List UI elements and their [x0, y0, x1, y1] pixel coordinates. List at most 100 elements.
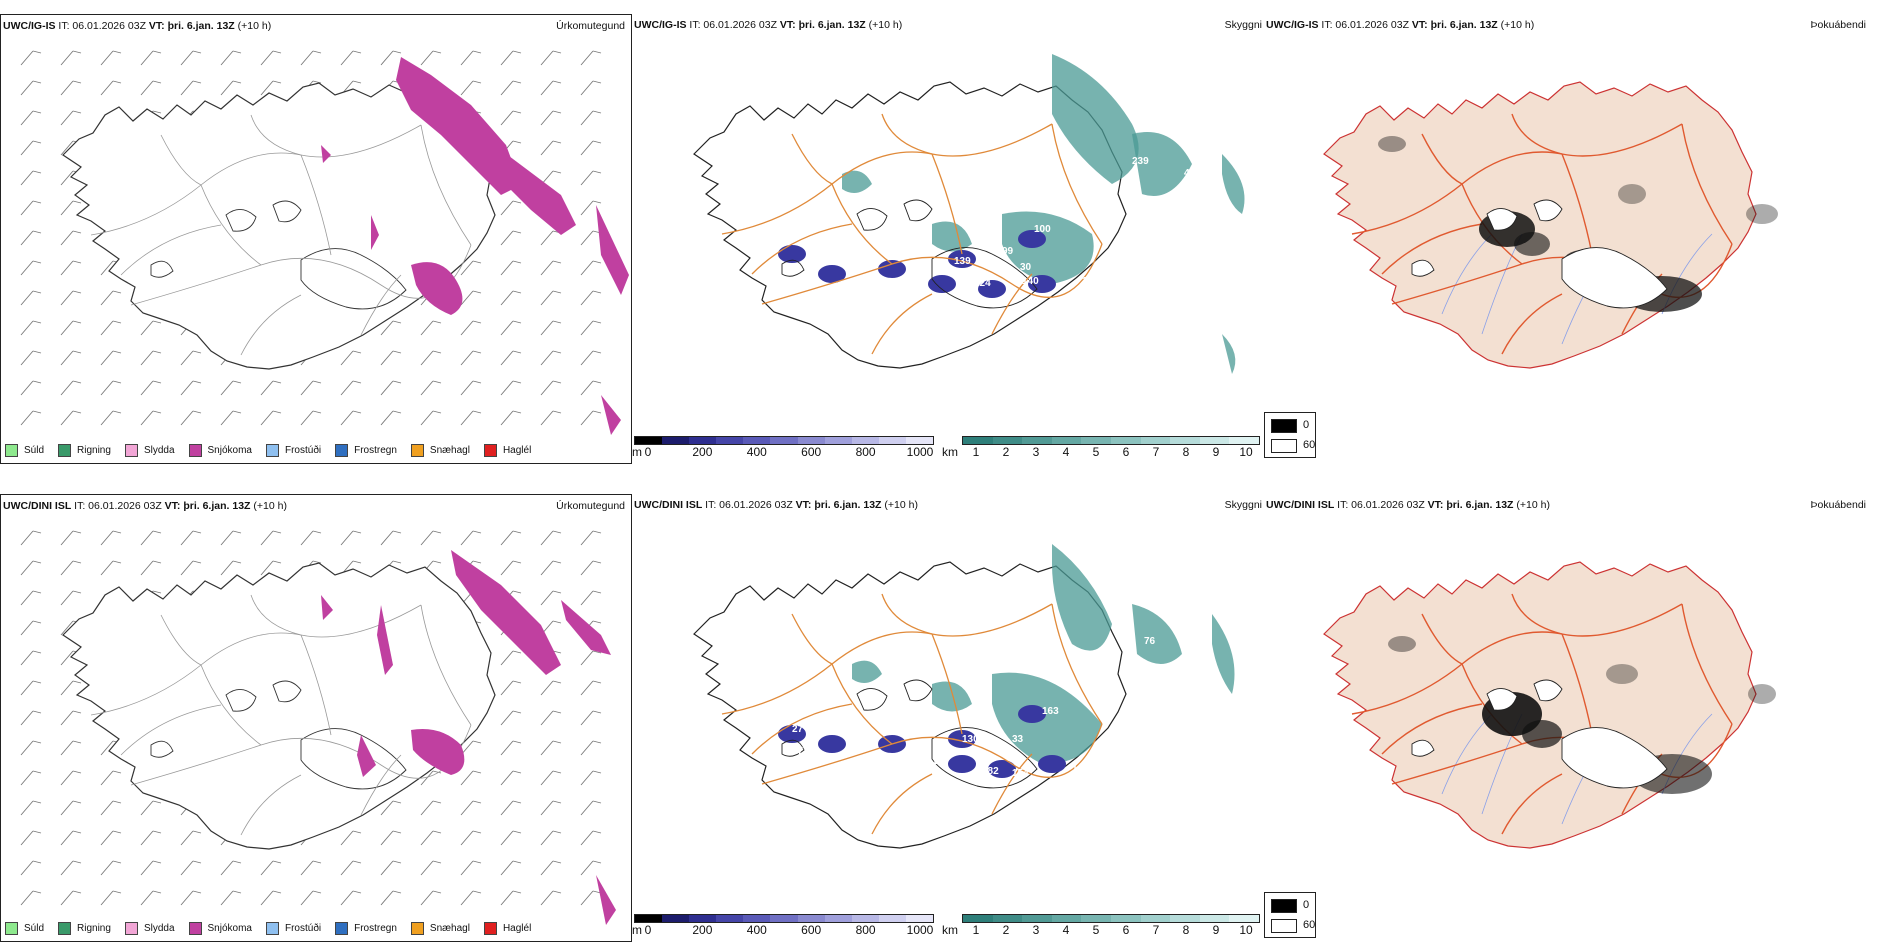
scale-tick: 600	[801, 923, 822, 937]
scale-segment	[1170, 437, 1200, 444]
scale-segment	[743, 437, 771, 444]
scale-segment	[824, 915, 852, 922]
base-scale-unit: m	[632, 445, 642, 459]
road-network	[721, 113, 1103, 355]
scale-segment	[878, 437, 906, 444]
legend-item: Súld	[5, 922, 44, 935]
glacier-outline	[300, 728, 407, 790]
scale-segment	[635, 915, 663, 922]
scale-tick: 4	[1062, 923, 1070, 937]
scale-tick: 600	[801, 445, 822, 459]
scale-segment	[1022, 915, 1052, 922]
cloud-base-area	[1028, 275, 1056, 293]
legend-label: Rigning	[77, 923, 111, 934]
low-visibility-area	[852, 660, 882, 683]
precip-map	[20, 530, 616, 925]
panel-header: UWC/DINI ISL IT: 06.01.2026 03Z VT: þri.…	[634, 499, 918, 511]
scale-tick: 1000	[906, 923, 934, 937]
snow-patch	[561, 600, 611, 655]
glacier-outline	[781, 259, 805, 277]
fog-map	[1323, 561, 1776, 849]
legend-swatch	[58, 444, 72, 457]
scale-tick: 8	[1182, 445, 1190, 459]
scale-tick: 10	[1239, 923, 1253, 937]
scale-segment	[743, 915, 771, 922]
model-name: UWC/IG-IS	[1266, 19, 1319, 31]
legend-label: Snæhagl	[429, 923, 470, 934]
cloud-map: 76 29 40 100 139 99 30 224 140 125 239 413 327	[693, 54, 1245, 374]
legend-label: Frostregn	[354, 445, 397, 456]
cloud-base-area	[978, 280, 1006, 298]
scale-segment	[770, 437, 798, 444]
fog-panel-top: UWC/IG-IS IT: 06.01.2026 03Z VT: þri. 6.…	[1262, 14, 1900, 464]
lead-time: (+10 h)	[884, 499, 918, 511]
fog-patch	[1388, 636, 1416, 652]
scale-tick: 0	[644, 445, 652, 459]
cloud-base-label: 224	[974, 278, 991, 289]
legend-item: Frostregn	[335, 922, 397, 935]
low-visibility-area	[1132, 604, 1182, 664]
glacier-outline	[1486, 208, 1518, 231]
scale-tick: 8	[1182, 923, 1190, 937]
scale-segment	[662, 437, 690, 444]
cloud-base-label: 239	[1132, 156, 1149, 167]
scale-segment	[797, 915, 825, 922]
scale-segment	[1199, 437, 1230, 444]
panel-header: UWC/IG-IS IT: 06.01.2026 03Z VT: þri. 6.…	[3, 20, 271, 32]
cloud-base-label: 100	[1034, 224, 1051, 235]
glacier-outline	[781, 739, 805, 757]
legend-item: Rigning	[58, 922, 111, 935]
vis-scale-bar	[962, 914, 1260, 923]
snow-patch	[411, 262, 463, 315]
base-scale-bar	[634, 914, 934, 923]
panel-header: UWC/IG-IS IT: 06.01.2026 03Z VT: þri. 6.…	[1266, 19, 1534, 31]
init-time: IT: 06.01.2026 03Z	[1337, 499, 1425, 511]
cloud-base-area	[818, 265, 846, 283]
snow-patch	[596, 205, 629, 295]
fog-patch	[1748, 684, 1776, 704]
low-visibility-area	[1052, 544, 1112, 651]
glacier-outline	[856, 208, 888, 231]
road-network	[90, 594, 472, 836]
scale-tick: 5	[1092, 445, 1100, 459]
scale-tick: 1	[972, 923, 980, 937]
fog-legend-swatch	[1271, 899, 1297, 913]
legend-swatch	[188, 922, 202, 935]
base-scale-unit: m	[632, 923, 642, 937]
legend-label: Haglél	[502, 923, 532, 934]
lead-time: (+10 h)	[1516, 499, 1550, 511]
fog-legend-top: 0 60	[1264, 412, 1316, 458]
valid-time: VT: þri. 6.jan. 13Z	[164, 500, 251, 512]
vis-scale-top: km 1 2 3 4 5 6 7 8 9 10	[942, 436, 1262, 466]
scale-segment	[963, 437, 993, 444]
panel-title: Skyggni	[1224, 499, 1262, 511]
init-time: IT: 06.01.2026 03Z	[689, 19, 777, 31]
legend-item: Haglél	[483, 444, 531, 457]
scale-tick: 800	[855, 923, 876, 937]
fog-patch	[1606, 664, 1638, 684]
glacier-outline	[1533, 199, 1563, 222]
legend-swatch	[410, 922, 424, 935]
precip-panel-top: UWC/IG-IS IT: 06.01.2026 03Z VT: þri. 6.…	[0, 14, 632, 464]
cloud-base-area	[1038, 755, 1066, 773]
scale-segment	[1170, 915, 1200, 922]
scale-segment	[992, 915, 1023, 922]
scale-tick: 3	[1032, 445, 1040, 459]
base-scale-bottom: m 0 200 400 600 800 1000	[632, 914, 937, 944]
snow-patch	[601, 395, 621, 435]
scale-tick: 5	[1092, 923, 1100, 937]
panel-title: Þokuábendi	[1810, 499, 1866, 511]
scale-segment	[851, 437, 879, 444]
cloud-base-label: 76	[1144, 636, 1156, 647]
legend-label: Rigning	[77, 445, 111, 456]
glacier-outline	[272, 200, 302, 223]
precip-map	[20, 50, 629, 435]
legend-swatch	[188, 444, 202, 457]
valid-time: VT: þri. 6.jan. 13Z	[795, 499, 882, 511]
init-time: IT: 06.01.2026 03Z	[1321, 19, 1409, 31]
scale-segment	[1140, 915, 1171, 922]
legend-swatch	[335, 444, 349, 457]
glacier-outline	[300, 248, 407, 310]
scale-tick: 800	[855, 445, 876, 459]
